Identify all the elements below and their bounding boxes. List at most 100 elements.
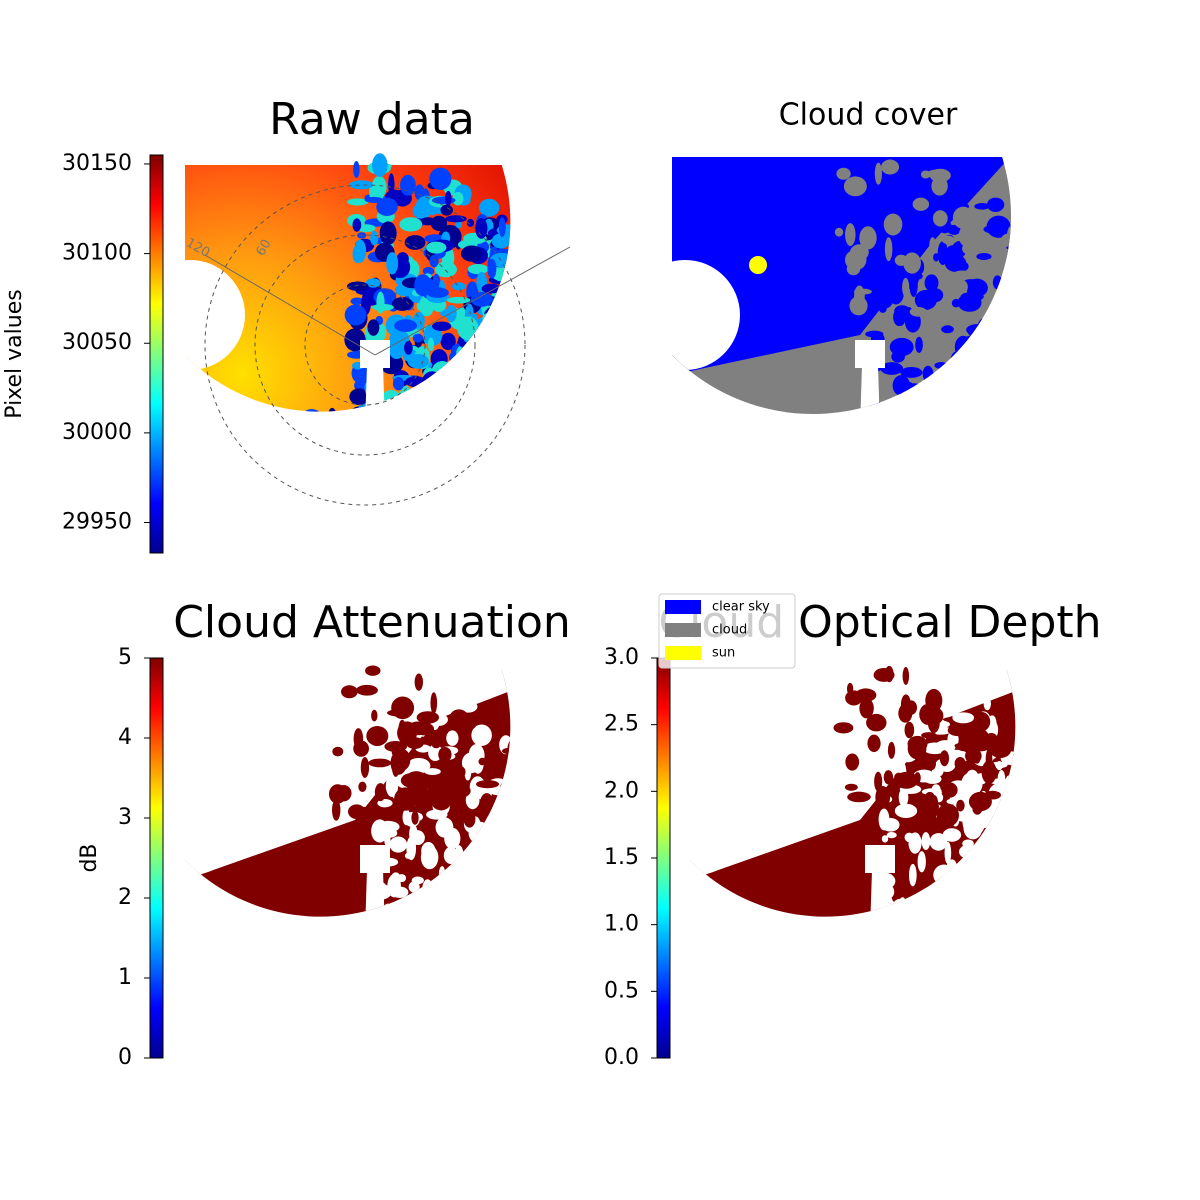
texture [1020,815,1026,836]
texture [510,431,526,440]
polar-label: 60 [254,237,275,259]
texture [1032,840,1045,855]
texture [431,957,450,977]
sky-image [135,153,571,535]
texture [536,372,553,378]
texture [1049,917,1060,924]
texture [512,737,533,745]
texture [388,338,405,360]
texture [408,447,418,460]
texture [933,253,940,262]
texture [389,494,406,514]
texture [879,754,897,778]
texture [903,252,921,274]
texture [909,958,923,968]
texture [1000,807,1015,822]
texture [372,501,381,520]
texture [904,832,915,843]
texture [383,520,397,535]
texture [521,784,536,797]
texture [247,434,254,445]
texture [877,234,894,241]
texture [923,980,941,990]
texture [549,361,571,381]
texture [498,473,520,493]
texture [373,464,390,485]
texture [454,503,462,512]
texture [534,295,541,304]
texture [891,502,903,516]
texture [531,305,554,327]
texture [528,359,534,372]
texture [532,925,541,941]
texture [348,804,366,819]
texture [522,453,542,469]
texture [538,919,554,926]
texture [854,285,865,307]
texture [328,494,346,501]
texture [470,433,484,452]
texture [446,296,471,304]
texture [1040,766,1046,785]
texture [295,487,318,506]
colorbar-tick-label: 1 [118,965,132,990]
texture [987,885,1007,892]
texture [424,406,433,412]
texture [546,367,565,389]
texture [329,456,346,464]
texture [476,780,500,789]
texture [912,197,930,211]
texture [1015,742,1016,754]
texture [448,852,469,865]
texture [466,500,475,512]
texture [469,858,476,867]
texture [875,978,893,991]
texture [468,409,487,412]
colorbar-tick-label: 30000 [62,420,132,445]
texture [394,469,414,490]
texture [453,896,473,907]
texture [459,449,478,455]
texture [389,836,408,853]
texture [524,769,539,785]
texture [957,698,973,707]
texture [270,439,278,446]
texture [973,998,995,1019]
texture [233,409,255,412]
texture [485,890,501,902]
texture [449,377,470,401]
texture [538,392,547,400]
texture [939,1023,953,1030]
texture [521,786,542,801]
texture [966,510,975,519]
texture [480,793,494,813]
texture [446,924,466,944]
texture [391,756,400,777]
texture [255,414,276,436]
texture [428,494,443,518]
texture [426,241,447,254]
texture [983,484,993,505]
texture [1010,862,1016,886]
texture [430,968,450,988]
texture [529,933,551,954]
texture [909,685,929,702]
texture [869,427,876,441]
texture [400,174,416,196]
texture [249,409,274,412]
texture [1011,838,1016,848]
texture [949,984,957,1002]
texture [905,408,919,414]
texture [945,989,966,1002]
sky-image [640,664,1060,1030]
texture [874,294,893,309]
texture [883,430,899,436]
texture [526,789,547,797]
texture [219,450,235,462]
texture [400,492,414,516]
texture [379,221,397,246]
texture [498,217,506,238]
texture [922,365,934,383]
texture [1016,791,1036,814]
colorbar [149,657,164,1059]
